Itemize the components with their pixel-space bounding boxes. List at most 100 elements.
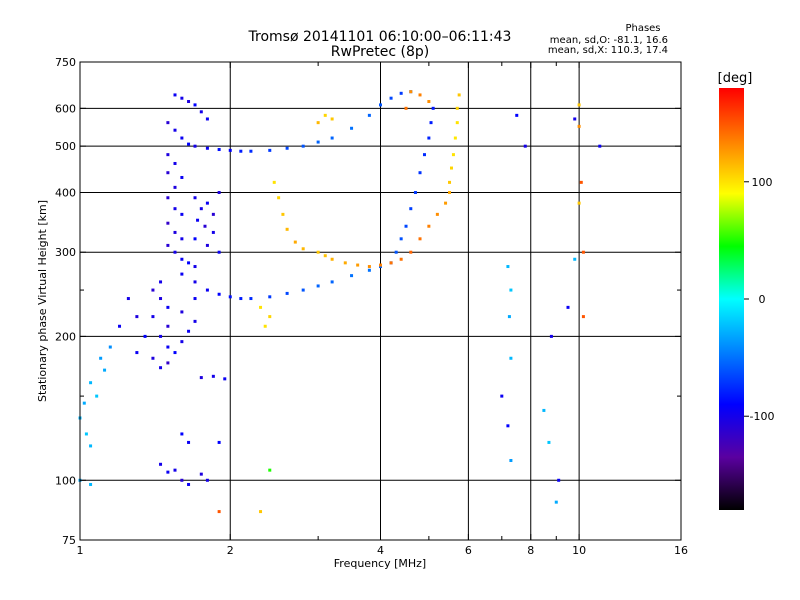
- data-point: [166, 221, 170, 225]
- data-point: [199, 472, 203, 476]
- data-point: [217, 440, 221, 444]
- data-point: [409, 90, 413, 94]
- data-point: [108, 345, 112, 349]
- data-point: [193, 144, 197, 148]
- data-point: [193, 237, 197, 241]
- data-point: [166, 121, 170, 125]
- data-point: [285, 291, 289, 295]
- data-point: [193, 103, 197, 107]
- data-point: [187, 100, 191, 104]
- data-point: [173, 93, 177, 97]
- data-point: [268, 148, 272, 152]
- data-point: [418, 93, 422, 97]
- data-point: [500, 394, 504, 398]
- data-point: [211, 212, 215, 216]
- data-point: [301, 288, 305, 292]
- data-point: [509, 356, 513, 360]
- x-tick-label: 6: [465, 544, 472, 557]
- data-point: [259, 510, 263, 514]
- data-point: [187, 482, 191, 486]
- data-point: [203, 224, 207, 228]
- data-point: [598, 144, 602, 148]
- data-point: [451, 153, 455, 157]
- data-point: [435, 212, 439, 216]
- data-point: [159, 280, 163, 284]
- y-tick-label: 300: [55, 246, 76, 259]
- data-point: [577, 103, 581, 107]
- y-tick-label: 400: [55, 186, 76, 199]
- data-point: [577, 201, 581, 205]
- data-point: [409, 250, 413, 254]
- data-point: [205, 146, 209, 150]
- data-point: [89, 444, 93, 448]
- x-tick-label: 8: [527, 544, 534, 557]
- data-point: [205, 478, 209, 482]
- data-point: [389, 96, 393, 100]
- data-point: [444, 201, 448, 205]
- data-point: [211, 230, 215, 234]
- data-point: [399, 257, 403, 261]
- data-point: [180, 237, 184, 241]
- data-point: [453, 136, 457, 140]
- data-point: [180, 257, 184, 261]
- data-point: [217, 190, 221, 194]
- colorbar-ticks: 100 0 -100: [744, 176, 774, 423]
- data-point: [581, 250, 585, 254]
- data-point: [228, 295, 232, 299]
- y-tick-label: 200: [55, 330, 76, 343]
- data-point: [187, 261, 191, 265]
- data-point: [103, 368, 107, 372]
- data-point: [285, 146, 289, 150]
- data-point: [427, 136, 431, 140]
- data-point: [429, 121, 433, 125]
- data-point: [330, 280, 334, 284]
- data-point: [239, 149, 243, 153]
- data-point: [151, 288, 155, 292]
- data-point: [180, 175, 184, 179]
- colorbar-label: [deg]: [718, 71, 753, 86]
- data-point: [427, 100, 431, 104]
- data-point: [557, 478, 561, 482]
- data-point: [211, 374, 215, 378]
- data-point: [95, 394, 99, 398]
- data-point: [173, 185, 177, 189]
- data-point: [579, 180, 583, 184]
- data-point: [180, 432, 184, 436]
- data-point: [180, 96, 184, 100]
- data-point: [89, 381, 93, 385]
- data-point: [330, 117, 334, 121]
- data-point: [193, 265, 197, 269]
- y-tick-label: 100: [55, 474, 76, 487]
- data-point: [506, 265, 510, 269]
- data-point: [577, 124, 581, 128]
- data-point: [223, 377, 227, 381]
- data-point: [199, 207, 203, 211]
- data-point: [566, 305, 570, 309]
- data-point: [173, 250, 177, 254]
- data-point: [448, 180, 452, 184]
- colorbar-tick-label: 100: [752, 176, 773, 189]
- data-point: [205, 288, 209, 292]
- data-point: [205, 117, 209, 121]
- data-point: [268, 295, 272, 299]
- colorbar-tick-label: 0: [759, 293, 766, 306]
- data-point: [399, 237, 403, 241]
- data-point: [316, 284, 320, 288]
- data-point: [367, 268, 371, 272]
- data-point: [379, 103, 382, 107]
- data-point: [84, 432, 88, 436]
- data-point: [180, 212, 184, 216]
- colorbar-tick-label: -100: [750, 410, 775, 423]
- data-point: [281, 212, 285, 216]
- data-point: [573, 117, 577, 121]
- data-point: [217, 510, 221, 514]
- data-point: [323, 254, 327, 258]
- data-point: [249, 149, 253, 153]
- data-point: [205, 243, 209, 247]
- data-point: [173, 128, 177, 132]
- data-point: [166, 196, 170, 200]
- data-point: [126, 297, 130, 301]
- data-point: [159, 462, 163, 466]
- data-point: [173, 161, 177, 165]
- data-point: [427, 224, 431, 228]
